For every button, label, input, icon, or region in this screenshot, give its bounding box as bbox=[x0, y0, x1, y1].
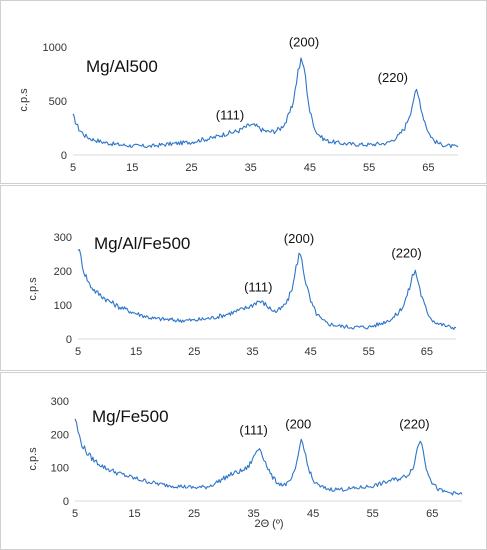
peak-annotation: (200) bbox=[284, 231, 314, 246]
y-tick-label: 500 bbox=[49, 96, 67, 108]
x-tick-label: 15 bbox=[128, 508, 140, 520]
x-tick-label: 25 bbox=[185, 162, 197, 174]
panel-marks: 5 15 25 35 45 55 65 0 100 200 300 (111) (200) (220) bbox=[54, 231, 457, 358]
y-tick-label: 300 bbox=[54, 232, 72, 244]
panel-frame bbox=[0, 372, 487, 550]
panel-title: Mg/Al/Fe500 bbox=[94, 234, 190, 253]
y-tick-label: 100 bbox=[54, 300, 72, 312]
x-tick-label: 55 bbox=[367, 508, 379, 520]
series-line bbox=[74, 418, 463, 496]
x-axis-label: 2Θ (º) bbox=[254, 518, 283, 530]
panel-title: Mg/Al500 bbox=[86, 57, 158, 76]
x-tick-label: 5 bbox=[72, 508, 78, 520]
x-tick-label: 45 bbox=[307, 508, 319, 520]
y-axis-label: c.p.s bbox=[27, 447, 39, 471]
peak-annotation: (220) bbox=[378, 70, 408, 85]
peak-annotation: (220) bbox=[391, 245, 421, 260]
x-tick-label: 5 bbox=[75, 346, 81, 358]
y-tick-label: 0 bbox=[61, 150, 67, 162]
y-tick-label: 100 bbox=[51, 463, 69, 475]
y-axis-label: c.p.s bbox=[27, 277, 39, 301]
x-tick-label: 5 bbox=[70, 162, 76, 174]
y-tick-label: 200 bbox=[54, 266, 72, 278]
panel-mg-fe500: Mg/Fe500 c.p.s 2Θ (º) 5 15 25 35 45 55 65 0 100 2… bbox=[0, 372, 487, 550]
y-tick-label: 300 bbox=[51, 396, 69, 408]
x-tick-label: 65 bbox=[421, 346, 433, 358]
x-tick-label: 55 bbox=[363, 346, 375, 358]
y-tick-label: 200 bbox=[51, 429, 69, 441]
x-tick-label: 15 bbox=[130, 346, 142, 358]
y-tick-label: 1000 bbox=[43, 42, 67, 54]
peak-annotation: (111) bbox=[239, 422, 267, 437]
panel-title: Mg/Fe500 bbox=[92, 407, 169, 426]
panel-mg-al-fe500: Mg/Al/Fe500 c.p.s 5 15 25 35 45 55 65 0 100 200 30… bbox=[0, 185, 487, 371]
panel-marks: 5 15 25 35 45 55 65 0 500 1000 (111) (200) (220) bbox=[43, 34, 459, 174]
x-tick-label: 65 bbox=[422, 162, 434, 174]
x-tick-label: 25 bbox=[188, 508, 200, 520]
x-tick-label: 25 bbox=[188, 346, 200, 358]
panel-frame bbox=[0, 0, 487, 184]
peak-annotation: (200) bbox=[289, 34, 319, 49]
series-line bbox=[77, 249, 457, 331]
panel-frame bbox=[0, 185, 487, 371]
x-tick-label: 55 bbox=[363, 162, 375, 174]
panel-marks: 5 15 25 35 45 55 65 0 100 200 300 (111) (200 (220) bbox=[51, 396, 463, 520]
y-tick-label: 0 bbox=[66, 334, 72, 346]
x-tick-label: 35 bbox=[245, 162, 257, 174]
x-tick-label: 45 bbox=[304, 162, 316, 174]
peak-annotation: (111) bbox=[216, 107, 244, 122]
y-tick-label: 0 bbox=[63, 496, 69, 508]
series-line bbox=[72, 57, 459, 149]
y-axis-label: c.p.s bbox=[18, 88, 30, 112]
x-tick-label: 35 bbox=[246, 346, 258, 358]
peak-annotation: (220) bbox=[399, 416, 429, 431]
x-tick-label: 35 bbox=[247, 508, 259, 520]
panel-mg-al500: Mg/Al500 c.p.s 5 15 25 35 45 55 65 0 500 1000 (111… bbox=[0, 0, 487, 184]
x-tick-label: 45 bbox=[304, 346, 316, 358]
x-tick-label: 65 bbox=[426, 508, 438, 520]
peak-annotation: (111) bbox=[244, 279, 272, 294]
x-tick-label: 15 bbox=[126, 162, 138, 174]
peak-annotation: (200 bbox=[285, 416, 311, 431]
